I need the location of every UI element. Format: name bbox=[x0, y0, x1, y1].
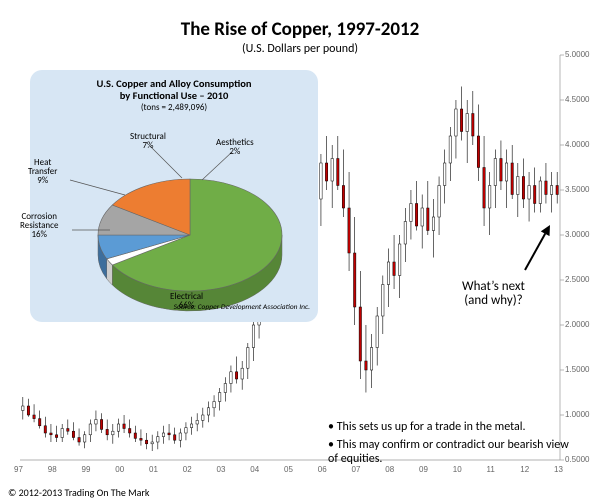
y-tick-label: 4.5000 bbox=[565, 95, 589, 104]
x-tick-label: 99 bbox=[82, 465, 91, 474]
pie-svg bbox=[30, 70, 318, 322]
y-tick-label: 3.5000 bbox=[565, 185, 589, 194]
x-tick-label: 97 bbox=[14, 465, 23, 474]
pie-slice-label: Structural7% bbox=[130, 132, 166, 150]
pie-source: Source: Copper Development Association I… bbox=[174, 303, 310, 312]
y-tick-label: 4.0000 bbox=[565, 140, 589, 149]
x-tick-label: 12 bbox=[520, 465, 529, 474]
bullet-item: • This may confirm or contradict our bea… bbox=[328, 438, 578, 466]
x-tick-label: 04 bbox=[250, 465, 259, 474]
x-tick-label: 13 bbox=[554, 465, 563, 474]
y-tick-label: 2.5000 bbox=[565, 275, 589, 284]
y-tick-label: 1.0000 bbox=[565, 410, 589, 419]
y-tick-label: 3.0000 bbox=[565, 230, 589, 239]
x-tick-label: 08 bbox=[385, 465, 394, 474]
x-tick-label: 03 bbox=[217, 465, 226, 474]
x-tick-label: 01 bbox=[149, 465, 158, 474]
y-tick-label: 1.5000 bbox=[565, 365, 589, 374]
x-tick-label: 11 bbox=[487, 465, 495, 474]
x-tick-label: 06 bbox=[318, 465, 327, 474]
y-tick-label: 2.0000 bbox=[565, 320, 589, 329]
chart-frame: The Rise of Copper, 1997-2012 (U.S. Doll… bbox=[0, 0, 600, 503]
x-tick-label: 02 bbox=[183, 465, 192, 474]
x-tick-label: 10 bbox=[453, 465, 462, 474]
pie-slice-label: CorrosionResistance16% bbox=[20, 212, 58, 239]
x-tick-label: 09 bbox=[419, 465, 428, 474]
pie-chart: Electrical66%Aesthetics2%Structural7%Hea… bbox=[30, 70, 318, 322]
pie-panel: U.S. Copper and Alloy Consumptionby Func… bbox=[30, 70, 318, 322]
x-tick-label: 00 bbox=[115, 465, 124, 474]
bullet-item: • This sets us up for a trade in the met… bbox=[328, 420, 526, 434]
pie-slice-label: HeatTransfer9% bbox=[28, 158, 57, 185]
x-tick-label: 98 bbox=[48, 465, 57, 474]
copyright: © 2012-2013 Trading On The Mark bbox=[8, 486, 149, 499]
x-tick-label: 05 bbox=[284, 465, 293, 474]
annotation-text: What’s next(and why)? bbox=[462, 280, 525, 309]
y-tick-label: 5.0000 bbox=[565, 50, 589, 59]
x-tick-label: 07 bbox=[352, 465, 361, 474]
pie-slice-label: Aesthetics2% bbox=[216, 138, 254, 156]
